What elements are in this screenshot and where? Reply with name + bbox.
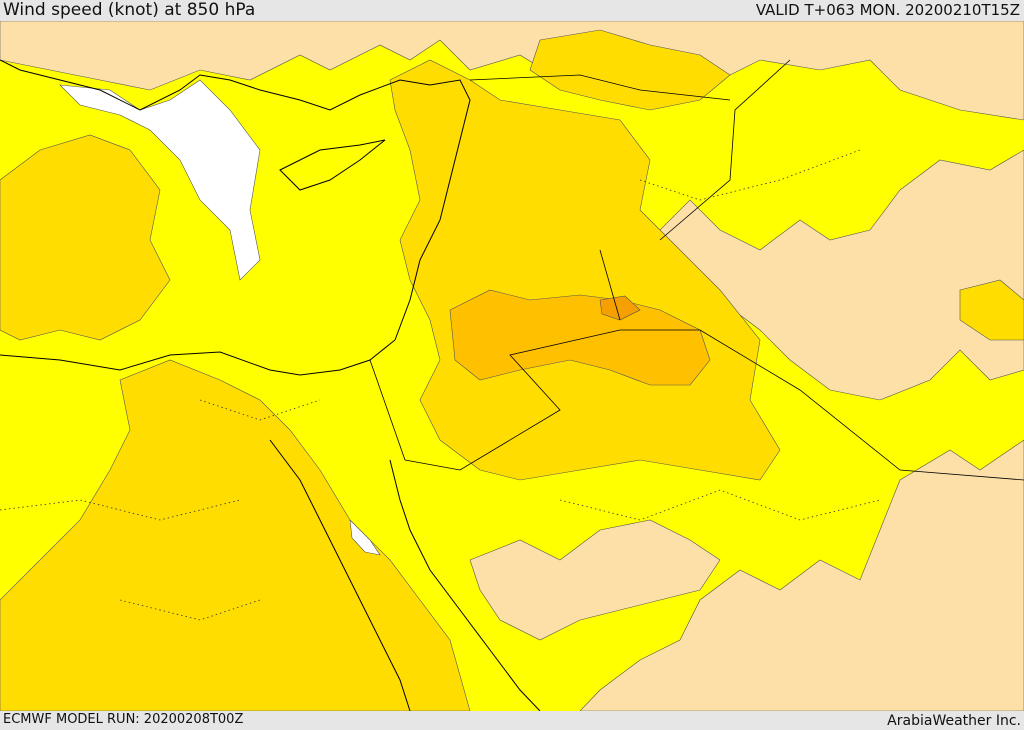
field-high-westmed xyxy=(0,134,171,341)
border-dotted xyxy=(0,149,881,621)
field-high-north xyxy=(529,29,731,111)
field-higher-jordan xyxy=(449,289,711,386)
coastline-med xyxy=(0,59,471,376)
field-low-north xyxy=(0,21,1024,121)
wind-speed-map xyxy=(0,21,1024,711)
field-high-east xyxy=(959,279,1024,341)
valid-time: VALID T+063 MON. 20200210T15Z xyxy=(755,1,1020,19)
map-title: Wind speed (knot) at 850 hPa xyxy=(3,0,256,20)
border-lines xyxy=(369,59,1024,481)
coastline-red-sea xyxy=(269,439,541,711)
coastline-cyprus xyxy=(279,139,386,191)
map-canvas xyxy=(0,21,1024,711)
header-bar: Wind speed (knot) at 850 hPa VALID T+063… xyxy=(0,0,1024,21)
field-low-arabia xyxy=(469,519,721,641)
field-low-southeast xyxy=(579,439,1024,711)
model-run: ECMWF MODEL RUN: 20200208T00Z xyxy=(3,712,244,727)
field-highest-spot xyxy=(599,295,641,321)
credit-label: ArabiaWeather Inc. xyxy=(887,713,1021,729)
footer-bar: ECMWF MODEL RUN: 20200208T00Z ArabiaWeat… xyxy=(0,711,1024,729)
field-lowest-gulf xyxy=(349,519,381,556)
field-lowest-aegean xyxy=(59,79,261,281)
field-high-egypt xyxy=(0,359,471,711)
